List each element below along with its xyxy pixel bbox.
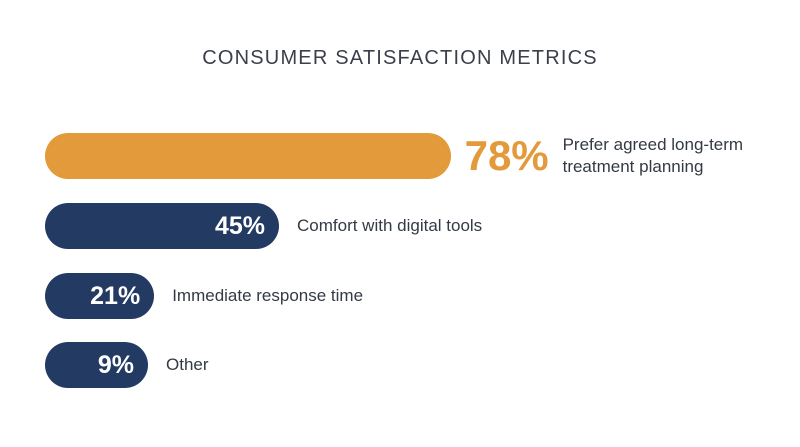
category-label-0: Prefer agreed long-term treatment planni…: [562, 135, 744, 176]
category-label-1: Comfort with digital tools: [297, 216, 483, 235]
data-label-2: 21%: [90, 281, 141, 310]
category-label-3: Other: [166, 355, 209, 374]
data-label-3: 9%: [97, 350, 134, 379]
bar-2: 21%: [45, 273, 155, 319]
category-label-2: Immediate response time: [172, 286, 364, 305]
bar-3: 9%: [45, 342, 148, 388]
chart-title: CONSUMER SATISFACTION METRICS: [202, 47, 598, 69]
data-label-1: 45%: [214, 211, 265, 240]
bar-1: 45%: [45, 203, 279, 249]
data-label-0: 78%: [464, 132, 549, 179]
bar-0: [45, 133, 451, 179]
